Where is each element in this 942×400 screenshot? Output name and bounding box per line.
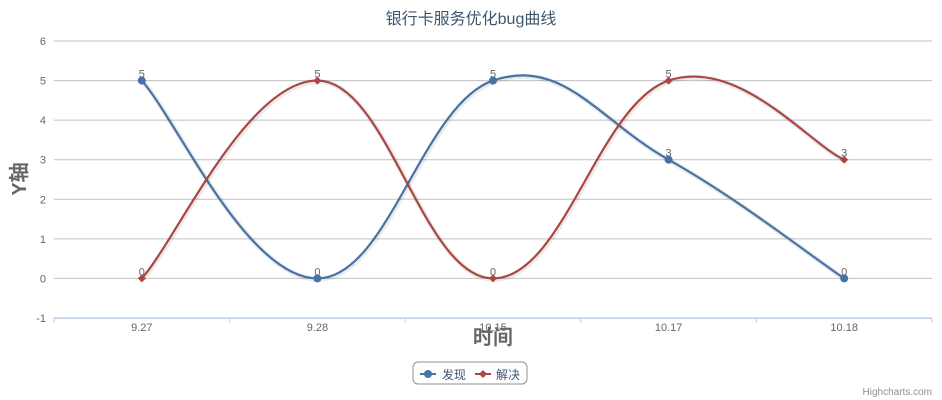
- data-point[interactable]: [840, 155, 849, 164]
- data-point[interactable]: [489, 274, 497, 283]
- data-point[interactable]: [664, 76, 673, 85]
- series-layer: [137, 74, 849, 283]
- data-label: 0: [490, 266, 496, 278]
- data-label: 5: [314, 69, 320, 81]
- data-label: 5: [490, 69, 496, 81]
- data-label: 3: [841, 148, 847, 160]
- y-axis-title: Y轴: [7, 162, 31, 195]
- legend-item-series-2[interactable]: 解决: [475, 368, 520, 382]
- y-tick-label: 0: [40, 273, 46, 285]
- series-shadow: [140, 75, 847, 282]
- legend-box: [412, 361, 528, 385]
- data-point[interactable]: [489, 76, 497, 85]
- data-label: 0: [314, 266, 320, 278]
- legend-item-series-1[interactable]: 发现: [420, 367, 466, 382]
- x-tick-label: 10.17: [655, 322, 683, 334]
- y-axis-ticks: -1 0 1 2 3 4 5 6: [36, 36, 46, 325]
- x-tick-label: 10.15: [479, 322, 507, 334]
- x-axis-title: 时间: [473, 326, 513, 349]
- data-point[interactable]: [664, 155, 673, 164]
- legend-label: 发现: [442, 367, 466, 382]
- data-point[interactable]: [137, 76, 146, 85]
- x-tick-label: 9.28: [307, 322, 328, 334]
- y-tick-label: 1: [40, 234, 46, 246]
- data-labels: 5 0 5 3 0 0 5 0 5 3: [139, 69, 848, 279]
- y-tick-label: 2: [40, 194, 46, 206]
- data-label: 5: [139, 69, 145, 81]
- data-label: 0: [139, 266, 145, 278]
- data-point[interactable]: [137, 274, 146, 283]
- legend: 发现 解决: [412, 361, 528, 385]
- y-tick-label: 6: [40, 36, 46, 48]
- data-point[interactable]: [840, 274, 849, 283]
- data-point[interactable]: [313, 76, 322, 85]
- legend-circle-icon: [424, 370, 432, 378]
- series-line[interactable]: [140, 74, 845, 280]
- gridlines: [54, 40, 932, 319]
- y-tick-label: -1: [36, 313, 46, 325]
- series-line[interactable]: [140, 75, 845, 280]
- data-label: 5: [666, 69, 672, 81]
- legend-diamond-icon: [479, 370, 487, 378]
- data-label: 0: [841, 266, 847, 278]
- legend-label: 解决: [496, 368, 520, 382]
- series-shadow: [140, 74, 847, 282]
- chart-title: 银行卡服务优化bug曲线: [386, 10, 557, 28]
- y-tick-label: 3: [40, 155, 46, 167]
- x-tick-label: 9.27: [131, 322, 152, 334]
- y-tick-label: 4: [40, 115, 46, 127]
- data-point[interactable]: [313, 274, 322, 283]
- data-label: 3: [666, 148, 672, 160]
- x-axis: 9.27 9.28 10.15 10.17 10.18: [53, 318, 933, 334]
- credits-link[interactable]: Highcharts.com: [863, 387, 932, 398]
- x-tick-label: 10.18: [830, 322, 858, 334]
- y-tick-label: 5: [40, 76, 46, 88]
